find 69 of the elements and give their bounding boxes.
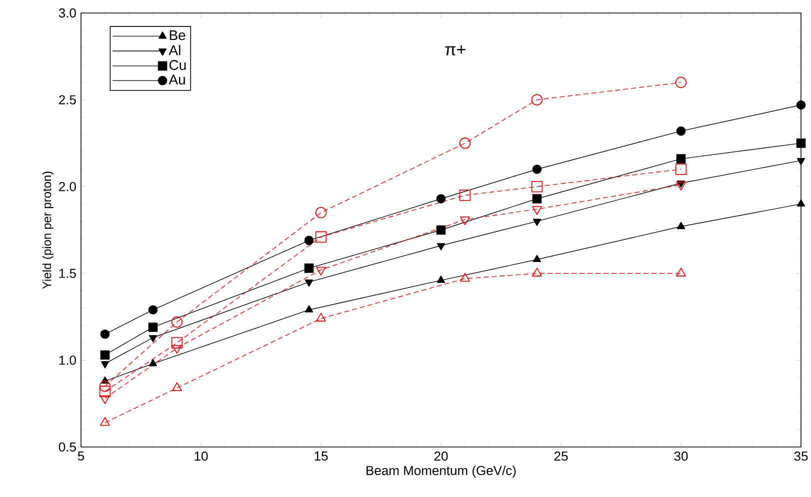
x-tick-label: 20: [434, 452, 448, 461]
legend-label: Au: [168, 74, 185, 85]
point: [676, 182, 686, 191]
point: [171, 316, 183, 328]
x-tick-label: 10: [194, 452, 208, 461]
y-axis-title: Yield (pion per proton): [42, 172, 54, 289]
point: [436, 276, 446, 283]
y-tick-label: 1.5: [59, 268, 76, 278]
point: [676, 126, 686, 136]
point: [532, 254, 542, 262]
legend-label: Cu: [169, 60, 186, 70]
point: [796, 199, 806, 207]
x-tick-label: 35: [794, 452, 808, 461]
point: [459, 190, 471, 201]
point: [148, 359, 158, 366]
x-tick-label: 5: [78, 452, 84, 461]
y-tick-label: 2.0: [59, 182, 76, 192]
point: [460, 216, 470, 226]
point: [532, 206, 542, 215]
point: [304, 264, 314, 273]
point: [676, 222, 686, 230]
point: [436, 194, 446, 204]
x-axis-title: Beam Momentum (GeV/c): [366, 466, 516, 478]
point: [676, 154, 686, 164]
point: [316, 312, 326, 322]
point: [148, 305, 158, 315]
point: [100, 361, 110, 368]
point: [459, 138, 471, 149]
point: [148, 322, 158, 332]
point: [316, 266, 326, 276]
y-tick-label: 0.5: [58, 442, 76, 452]
point: [172, 344, 182, 354]
y-tick-label: 1.0: [59, 356, 76, 365]
point: [796, 158, 806, 166]
x-tick-label: 15: [314, 452, 328, 461]
point: [531, 180, 543, 192]
point: [315, 231, 327, 243]
point: [304, 236, 314, 246]
point: [436, 243, 446, 250]
point: [315, 206, 327, 218]
legend-label: Be: [170, 30, 186, 40]
point: [436, 225, 446, 235]
point: [796, 100, 806, 110]
point: [100, 350, 110, 360]
point: [100, 417, 110, 426]
point: [172, 382, 182, 392]
x-tick-label: 30: [674, 452, 688, 461]
point: [304, 280, 314, 287]
text: π+: [445, 45, 466, 56]
point: [532, 194, 542, 204]
point: [100, 330, 110, 339]
point: [796, 138, 806, 148]
point: [304, 305, 314, 312]
point: [532, 218, 542, 226]
point: [675, 164, 687, 175]
point: [148, 335, 158, 342]
y-tick-label: 2.5: [59, 95, 76, 104]
x-tick-label: 25: [554, 452, 568, 461]
point: [532, 268, 542, 276]
point: [171, 337, 183, 348]
point: [532, 164, 542, 174]
y-tick-label: 3.0: [58, 8, 76, 18]
point: [460, 272, 470, 282]
point: [99, 386, 111, 398]
point: [531, 94, 543, 106]
legend-label: Al: [168, 44, 180, 56]
point: [99, 380, 111, 392]
point: [675, 76, 687, 88]
point: [676, 268, 686, 276]
